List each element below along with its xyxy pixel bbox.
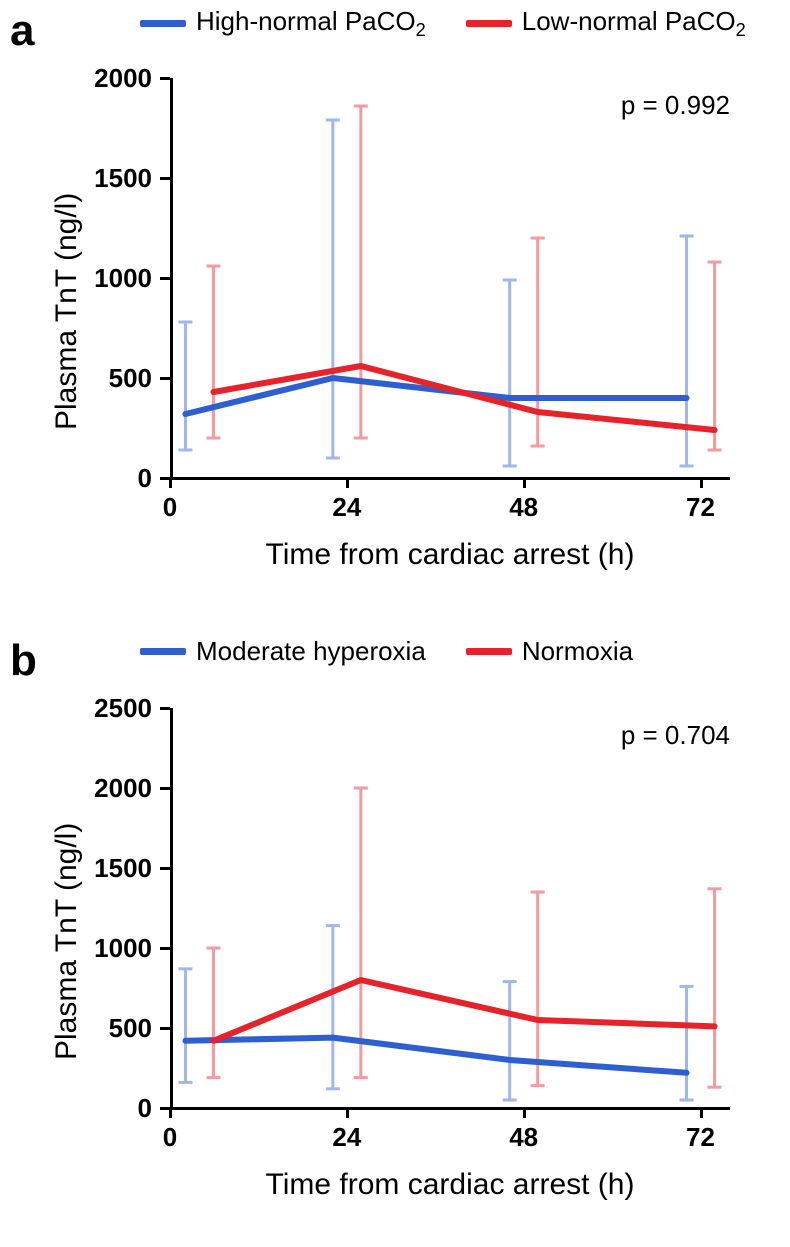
- y-tick-label: 500: [60, 363, 152, 394]
- y-tick-label: 500: [60, 1013, 152, 1044]
- legend-label: High-normal PaCO2: [196, 6, 426, 41]
- legend-label: Moderate hyperoxia: [196, 636, 426, 667]
- y-tick: [160, 787, 170, 790]
- x-tick-label: 24: [317, 492, 377, 523]
- legend-label: Low-normal PaCO2: [522, 6, 746, 41]
- plot-area-b: 050010001500200025000244872: [170, 708, 730, 1108]
- y-tick: [160, 177, 170, 180]
- y-tick-label: 1000: [60, 263, 152, 294]
- y-tick-label: 1500: [60, 163, 152, 194]
- y-tick-label: 2000: [60, 63, 152, 94]
- panel-a: a High-normal PaCO2 Low-normal PaCO2 p =…: [0, 0, 790, 600]
- y-tick-label: 2000: [60, 773, 152, 804]
- y-tick: [160, 377, 170, 380]
- y-tick: [160, 277, 170, 280]
- legend-item-low-normal: Low-normal PaCO2: [466, 6, 746, 41]
- y-tick: [160, 867, 170, 870]
- panel-b: b Moderate hyperoxia Normoxia p = 0.704 …: [0, 630, 790, 1247]
- legend-a: High-normal PaCO2 Low-normal PaCO2: [140, 6, 746, 41]
- x-tick: [700, 1108, 703, 1118]
- x-tick-label: 24: [317, 1122, 377, 1153]
- legend-swatch-red: [466, 20, 512, 27]
- y-tick: [160, 947, 170, 950]
- y-tick: [160, 707, 170, 710]
- panel-letter-b: b: [10, 636, 37, 686]
- error-bars: [206, 788, 721, 1087]
- legend-swatch-blue: [140, 648, 186, 655]
- x-tick-label: 72: [671, 1122, 731, 1153]
- y-tick-label: 0: [60, 1093, 152, 1124]
- figure: a High-normal PaCO2 Low-normal PaCO2 p =…: [0, 0, 790, 1247]
- x-tick: [169, 478, 172, 488]
- y-tick-label: 0: [60, 463, 152, 494]
- x-tick-label: 48: [494, 492, 554, 523]
- ylabel-a: Plasma TnT (ng/l): [50, 193, 84, 430]
- xlabel-a: Time from cardiac arrest (h): [170, 538, 730, 572]
- xlabel-b: Time from cardiac arrest (h): [170, 1168, 730, 1202]
- chart-svg: [170, 708, 730, 1108]
- legend-label: Normoxia: [522, 636, 633, 667]
- panel-letter-a: a: [10, 6, 34, 56]
- legend-item-hyperoxia: Moderate hyperoxia: [140, 636, 426, 667]
- error-bars: [178, 926, 693, 1100]
- y-tick: [160, 1027, 170, 1030]
- x-tick-label: 0: [140, 1122, 200, 1153]
- legend-swatch-red: [466, 648, 512, 655]
- plot-area-a: 05001000150020000244872: [170, 78, 730, 478]
- x-tick-label: 0: [140, 492, 200, 523]
- series-line: [185, 1038, 686, 1073]
- x-tick: [700, 478, 703, 488]
- x-tick: [346, 478, 349, 488]
- y-tick: [160, 77, 170, 80]
- legend-item-normoxia: Normoxia: [466, 636, 633, 667]
- series-line: [213, 980, 714, 1041]
- y-tick-label: 1500: [60, 853, 152, 884]
- legend-swatch-blue: [140, 20, 186, 27]
- x-tick-label: 48: [494, 1122, 554, 1153]
- error-bars: [178, 120, 693, 466]
- x-tick: [169, 1108, 172, 1118]
- x-tick-label: 72: [671, 492, 731, 523]
- y-tick-label: 1000: [60, 933, 152, 964]
- legend-b: Moderate hyperoxia Normoxia: [140, 636, 633, 667]
- legend-item-high-normal: High-normal PaCO2: [140, 6, 426, 41]
- y-tick-label: 2500: [60, 693, 152, 724]
- x-tick: [346, 1108, 349, 1118]
- x-tick: [523, 1108, 526, 1118]
- chart-svg: [170, 78, 730, 478]
- x-tick: [523, 478, 526, 488]
